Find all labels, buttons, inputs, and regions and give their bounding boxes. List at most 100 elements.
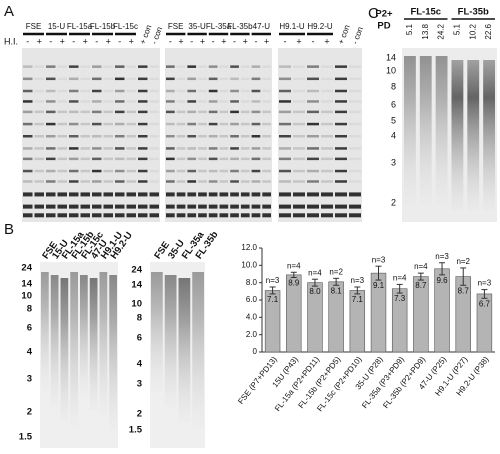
gel-band <box>240 77 250 81</box>
gel-band <box>187 157 197 161</box>
gel-band <box>69 192 79 197</box>
gel-band <box>57 89 67 93</box>
gel-band <box>198 110 207 114</box>
gel-band <box>34 89 44 93</box>
gel-smear <box>467 60 480 210</box>
gel-band <box>240 122 250 126</box>
gel-band <box>126 213 136 218</box>
marker-label: 1.5 <box>19 432 33 443</box>
gel-band <box>198 213 207 218</box>
gel-band <box>307 65 319 68</box>
value-label: 8.9 <box>288 279 300 288</box>
gel-band <box>293 110 305 114</box>
gel-band <box>46 180 56 183</box>
gel-band <box>187 180 197 183</box>
panel-label: A <box>4 3 14 20</box>
gel-band <box>230 204 239 209</box>
panel-label: B <box>4 221 14 238</box>
gel-smear <box>483 60 495 210</box>
pd-label: PD <box>377 21 390 32</box>
gel-band <box>251 147 261 150</box>
gel-band <box>46 147 56 150</box>
gel-band <box>219 122 229 126</box>
gel-band <box>219 213 229 218</box>
gel-band <box>293 100 305 103</box>
gel-band <box>149 147 159 150</box>
gel-band <box>138 157 148 161</box>
gel-band <box>293 89 305 93</box>
hi-sign: - <box>284 36 287 46</box>
marker-label: 2 <box>391 197 396 207</box>
gel-band <box>138 169 148 173</box>
gel-band <box>240 192 250 197</box>
gel-band <box>219 157 229 161</box>
gel-band <box>115 122 125 126</box>
gel-band <box>149 122 159 126</box>
gel-band <box>126 180 136 183</box>
gel-band <box>23 89 33 93</box>
gel-band <box>176 169 186 173</box>
gel-band <box>321 122 333 126</box>
gel-band <box>279 77 291 81</box>
marker-label: 2 <box>137 409 142 420</box>
gel-band <box>103 180 113 183</box>
gel-band <box>166 192 175 197</box>
gel-band <box>240 157 250 161</box>
hi-sign: + <box>200 36 205 46</box>
gel-band <box>187 89 197 93</box>
gel-band <box>103 135 113 138</box>
gel-band <box>166 135 175 138</box>
marker-label: 24 <box>131 265 142 276</box>
gel-band <box>321 213 333 218</box>
gel-band <box>208 213 218 218</box>
hi-sign: + <box>37 36 42 46</box>
gel-band <box>219 65 229 68</box>
gel-band <box>166 89 175 93</box>
gel-band <box>251 122 261 126</box>
gel-band <box>103 77 113 81</box>
gel-band <box>219 192 229 197</box>
gel-band <box>57 180 67 183</box>
gel-band <box>208 110 218 114</box>
gel-band <box>219 204 229 209</box>
gel-band <box>92 147 102 150</box>
hi-sign: + <box>264 36 269 46</box>
gel-band <box>138 110 148 114</box>
gel-smear <box>419 56 432 206</box>
gel-band <box>198 89 207 93</box>
gel-band <box>138 147 148 150</box>
gel-band <box>80 77 90 81</box>
gel-band <box>80 135 90 138</box>
gel-band <box>187 100 197 103</box>
pd-value: 5.1 <box>405 23 414 35</box>
n-label: n=3 <box>478 279 492 288</box>
gel-band <box>187 192 197 197</box>
hi-sign: + <box>296 36 301 46</box>
gel-band <box>149 65 159 68</box>
gel-band <box>349 147 361 150</box>
gel-band <box>176 157 186 161</box>
gel-band <box>34 135 44 138</box>
gel-band <box>138 204 148 209</box>
gel-band <box>219 100 229 103</box>
lane-label: FSE <box>26 22 42 31</box>
gel-band <box>57 135 67 138</box>
gel-band <box>57 213 67 218</box>
gel-band <box>251 213 261 218</box>
marker-label: 10 <box>131 299 142 310</box>
gel-band <box>321 65 333 68</box>
gel-band <box>279 180 291 183</box>
gel-band <box>240 147 250 150</box>
gel-band <box>279 110 291 114</box>
gel-band <box>293 192 305 197</box>
gel-band <box>69 65 79 68</box>
gel-band <box>251 157 261 161</box>
gel-band <box>230 157 239 161</box>
gel-band <box>219 135 229 138</box>
gel-band <box>321 192 333 197</box>
gel-band <box>321 169 333 173</box>
gel-smear <box>164 275 177 407</box>
gel-band <box>92 213 102 218</box>
gel-band <box>80 89 90 93</box>
gel-smear <box>80 275 88 395</box>
